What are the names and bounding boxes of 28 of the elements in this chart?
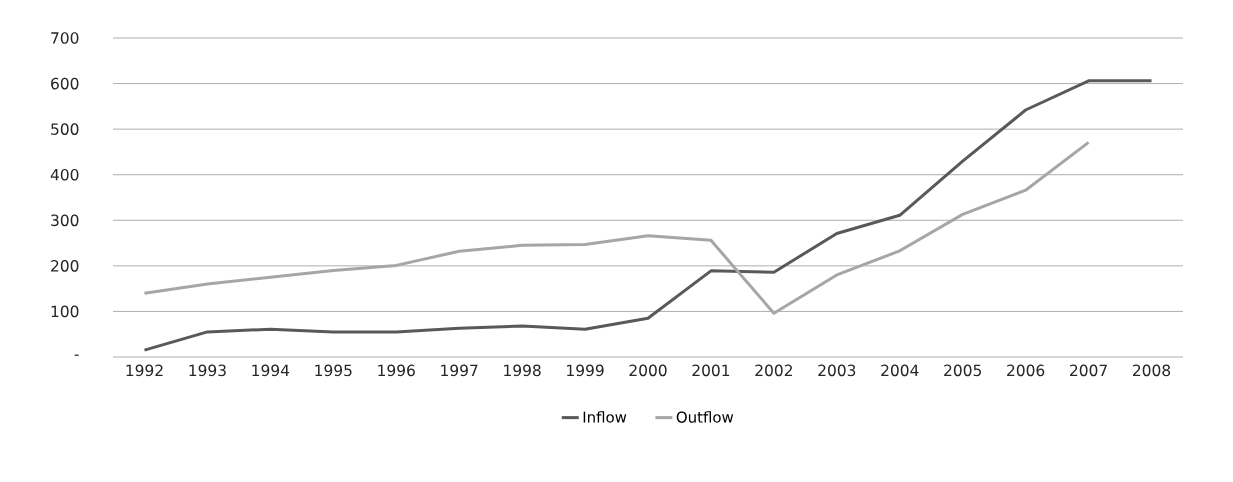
x-tick-label: 2002 <box>755 364 792 377</box>
x-tick-label: 1992 <box>126 364 163 377</box>
x-tick-label: 2005 <box>944 364 981 377</box>
x-tick-label: 2000 <box>629 364 667 377</box>
y-tick-label: 400 <box>50 168 79 181</box>
x-tick-label: 2007 <box>1070 364 1107 377</box>
x-tick-label: 1997 <box>441 364 478 377</box>
y-tick-label: 200 <box>51 260 79 272</box>
x-tick-label: 1993 <box>189 364 226 377</box>
y-tick-label: 700 <box>51 32 79 44</box>
x-tick-label: 1999 <box>567 364 604 377</box>
x-tick-label: 1995 <box>315 364 352 377</box>
x-tick-label: 1996 <box>378 364 415 377</box>
legend-label: Inflow <box>583 411 627 423</box>
y-tick-label: 600 <box>51 77 79 90</box>
line-series <box>142 79 1154 352</box>
x-tick-label: 1998 <box>504 364 541 377</box>
x-tick-label: 2006 <box>1007 364 1045 377</box>
x-tick-label: 2001 <box>692 364 730 377</box>
x-tick-label: 2008 <box>1133 364 1171 377</box>
y-tick-label: 100 <box>51 305 79 318</box>
y-tick-label: - <box>74 354 79 356</box>
x-tick-label: 2004 <box>881 364 919 377</box>
y-tick-label: 500 <box>51 123 79 135</box>
y-tick-label: 300 <box>51 214 79 227</box>
legend-label: Outflow <box>676 411 734 423</box>
x-tick-label: 2003 <box>818 364 856 377</box>
x-tick-label: 1994 <box>252 364 290 377</box>
